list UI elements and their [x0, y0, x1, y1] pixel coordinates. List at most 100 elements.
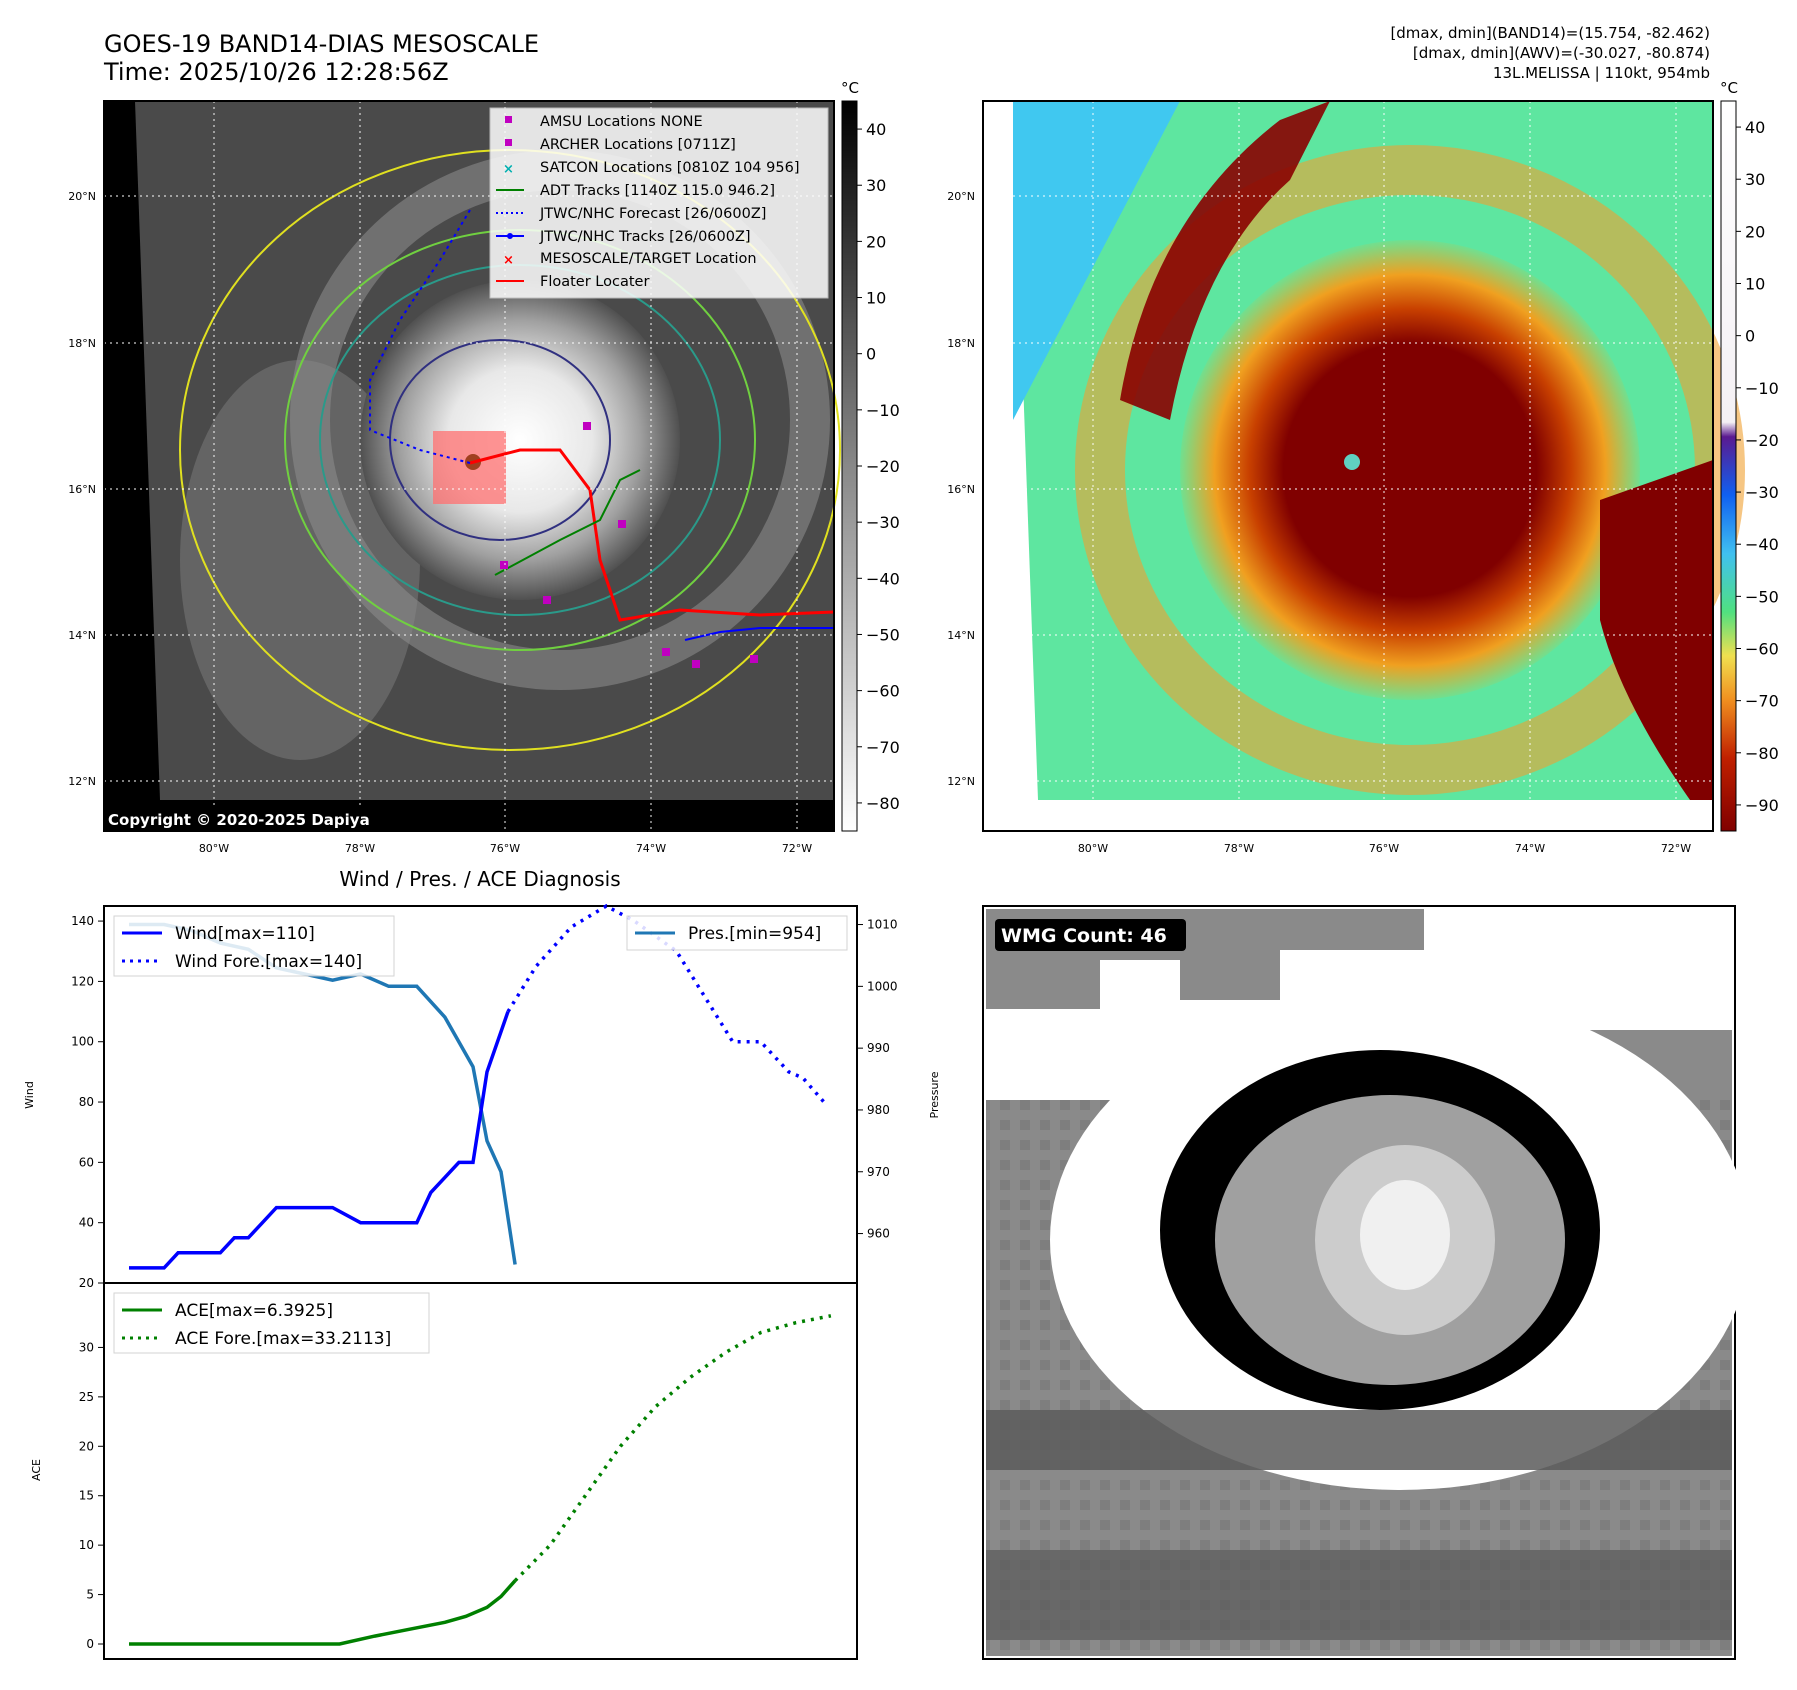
pressure-axis-ticks: 1010 1000 990 980 970 960 [857, 918, 898, 1241]
wind-tick-label: 100 [71, 1035, 94, 1049]
wmg-eye [1360, 1180, 1450, 1290]
colorbar-tick-label: −70 [1745, 692, 1779, 711]
wind-tick-label: 140 [71, 914, 94, 928]
wv-lon-label: 78°W [1224, 842, 1254, 855]
ir-lat-label: 18°N [68, 337, 96, 350]
wind-axis-ticks: 140 120 100 80 60 40 20 [71, 914, 104, 1290]
wv-colorbar-unit: °C [1720, 79, 1738, 97]
ir-lon-label: 74°W [636, 842, 666, 855]
legend-pres: Pres.[min=954] [688, 924, 821, 944]
archer-marker [583, 422, 591, 430]
colorbar-tick-label: −80 [1745, 744, 1779, 763]
pressure-tick-label: 1010 [867, 918, 898, 932]
colorbar-tick-label: −10 [866, 401, 900, 420]
wmg-count-box [995, 919, 1186, 951]
legend-satcon: SATCON Locations [0810Z 104 956] [540, 160, 799, 176]
ir-colorbar-unit: °C [841, 79, 859, 97]
wv-panel: 20°N 18°N 16°N 14°N 12°N 80°W 78°W 76°W … [947, 79, 1779, 855]
copyright-box [104, 806, 414, 831]
colorbar-tick-label: −70 [866, 738, 900, 757]
pressure-tick-label: 990 [867, 1041, 890, 1055]
ace-legend-box [113, 1292, 430, 1354]
colorbar-tick-label: −40 [1745, 535, 1779, 554]
colorbar-tick-label: 10 [1745, 275, 1765, 294]
ace-tick-label: 5 [86, 1588, 94, 1602]
adt-track [494, 469, 641, 576]
pressure-tick-label: 970 [867, 1165, 890, 1179]
wind-tick-label: 120 [71, 974, 94, 988]
archer-marker [618, 520, 626, 528]
wv-eye [1344, 454, 1360, 470]
wmg-panel: WMG Count: 46 [982, 905, 1750, 1660]
wv-outer-band [1120, 101, 1330, 420]
colorbar-tick-label: −90 [1745, 796, 1779, 815]
wv-lon-label: 74°W [1515, 842, 1545, 855]
legend-target: MESOSCALE/TARGET Location [540, 251, 757, 267]
colorbar-tick-label: −60 [866, 682, 900, 701]
ir-panel: Copyright © 2020-2025 Dapiya AMSU Locati… [68, 79, 900, 855]
archer-marker [662, 648, 670, 656]
colorbar-tick-label: 30 [866, 176, 886, 195]
pressure-ylabel: Pressure [928, 1071, 941, 1118]
wind-tick-label: 20 [79, 1276, 94, 1290]
archer-marker [692, 660, 700, 668]
ir-colorbar-ticks: 40 30 20 10 0 −10 −20 −30 −40 −50 −60 −70 −80 [857, 120, 900, 813]
ace-line [129, 1579, 517, 1646]
wv-lat-label: 16°N [947, 483, 975, 496]
ace-tick-label: 10 [79, 1538, 94, 1552]
colorbar-tick-label: −20 [866, 457, 900, 476]
wmg-dark-band-bottom [986, 1550, 1732, 1640]
legend-wind: Wind[max=110] [175, 924, 315, 944]
colorbar-tick-label: 0 [1745, 327, 1755, 346]
legend-adt: ADT Tracks [1140Z 115.0 946.2] [540, 183, 775, 199]
colorbar-tick-label: −20 [1745, 431, 1779, 450]
legend-target-marker: × [503, 253, 514, 268]
legend-archer: ARCHER Locations [0711Z] [540, 137, 736, 153]
ir-contour-navy [389, 339, 611, 541]
colorbar-tick-label: 30 [1745, 170, 1765, 189]
figure-title: GOES-19 BAND14-DIAS MESOSCALE [104, 30, 539, 58]
colorbar-tick-label: 20 [1745, 222, 1765, 241]
wmg-count: WMG Count: 46 [1001, 925, 1167, 947]
jtwc-forecast [369, 209, 471, 464]
wv-dry-region [1013, 101, 1180, 420]
pressure-tick-label: 960 [867, 1227, 890, 1241]
ace-forecast-line [513, 1314, 832, 1582]
legend-tracks: JTWC/NHC Tracks [26/0600Z] [539, 229, 751, 245]
wv-storm-core [1180, 240, 1640, 700]
wind-line [129, 1011, 510, 1270]
wind-tick-label: 80 [79, 1095, 94, 1109]
ir-frame [103, 100, 835, 832]
legend-wind-fore: Wind Fore.[max=140] [175, 952, 362, 972]
colorbar-tick-label: −50 [1745, 587, 1779, 606]
ir-storm-core [360, 280, 680, 600]
ace-tick-label: 25 [79, 1390, 94, 1404]
floater-track [469, 448, 835, 622]
wv-lat-label: 12°N [947, 775, 975, 788]
wv-lat-label: 20°N [947, 190, 975, 203]
wv-colorbar [1720, 100, 1737, 832]
legend-amsu-marker [505, 116, 512, 123]
archer-marker [500, 561, 508, 569]
wind-panel: 140 120 100 80 60 40 20 1010 1000 990 980 970 960 W… [23, 903, 941, 1290]
ace-axis-ticks: 30 25 20 15 10 5 0 [79, 1340, 104, 1651]
ir-lon-label: 80°W [199, 842, 229, 855]
figure-time: Time: 2025/10/26 12:28:56Z [103, 58, 449, 86]
pressure-tick-label: 1000 [867, 979, 898, 993]
jtwc-track [684, 627, 834, 641]
ace-tick-label: 0 [86, 1637, 94, 1651]
colorbar-tick-label: −80 [866, 794, 900, 813]
wmg-dark-band [986, 1410, 1732, 1470]
colorbar-tick-label: 0 [866, 345, 876, 364]
ir-lon-label: 76°W [490, 842, 520, 855]
colorbar-tick-label: 10 [866, 289, 886, 308]
ir-lon-label: 72°W [782, 842, 812, 855]
colorbar-tick-label: −10 [1745, 379, 1779, 398]
wind-legend-box [113, 915, 395, 977]
wv-cold-tops [1600, 460, 1713, 800]
wv-lon-label: 80°W [1078, 842, 1108, 855]
ir-legend-box [489, 107, 829, 299]
diagnosis-title: Wind / Pres. / ACE Diagnosis [339, 867, 620, 891]
wind-tick-label: 60 [79, 1155, 94, 1169]
